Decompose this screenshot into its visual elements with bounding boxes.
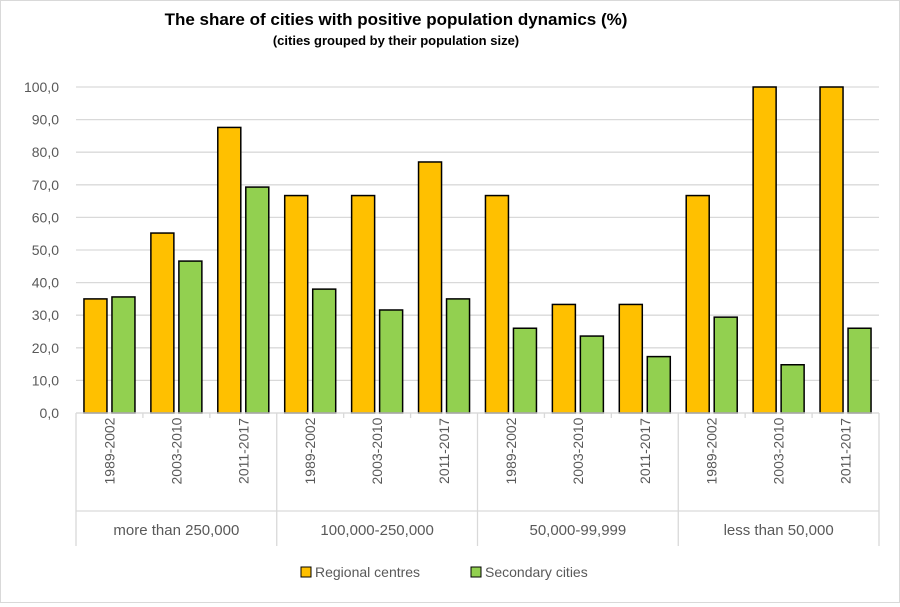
bar-secondary-cities-5: [445, 298, 471, 414]
x-tick-label: 1989-2002: [704, 417, 720, 484]
y-tick-label: 20,0: [32, 340, 59, 356]
legend-swatch: [470, 566, 482, 578]
group-label: more than 250,000: [113, 522, 239, 539]
x-tick-label: 1989-2002: [101, 417, 117, 484]
chart-title: The share of cities with positive popula…: [165, 10, 628, 29]
y-tick-label: 10,0: [32, 372, 59, 388]
bar-regional-centres-2: [217, 126, 242, 414]
bar-secondary-cities-0: [111, 296, 136, 414]
bar-regional-centres-11: [819, 86, 844, 414]
bar-secondary-cities-7: [579, 335, 605, 414]
bar-regional-centres-7: [551, 303, 577, 414]
y-tick-label: 80,0: [32, 144, 59, 160]
bar-regional-centres-9: [685, 194, 710, 414]
bar-regional-centres-0: [83, 298, 108, 414]
group-label: less than 50,000: [724, 522, 834, 539]
x-tick-label: 2011-2017: [838, 418, 854, 484]
x-tick-label: 2003-2010: [771, 417, 787, 484]
y-tick-label: 70,0: [32, 177, 59, 193]
legend-label: Regional centres: [315, 564, 420, 580]
x-tick-label: 2003-2010: [168, 417, 184, 484]
y-tick-label: 30,0: [32, 307, 59, 323]
bar-secondary-cities-10: [780, 364, 805, 414]
bar-regional-centres-3: [283, 194, 309, 414]
bar-secondary-cities-4: [378, 309, 404, 414]
legend-swatch: [300, 566, 312, 578]
bar-secondary-cities-11: [847, 327, 872, 414]
bar-secondary-cities-2: [245, 186, 270, 414]
bar-regional-centres-1: [150, 232, 175, 414]
bar-regional-centres-10: [752, 86, 777, 414]
y-tick-label: 0,0: [40, 405, 60, 421]
y-tick-label: 60,0: [32, 209, 59, 225]
x-tick-label: 2003-2010: [369, 417, 385, 484]
y-tick-label: 90,0: [32, 112, 59, 128]
chart-subtitle: (cities grouped by their population size…: [273, 33, 519, 48]
bar-regional-centres-6: [484, 194, 510, 414]
bar-secondary-cities-1: [178, 260, 203, 414]
x-tick-label: 2003-2010: [570, 417, 586, 484]
bar-regional-centres-4: [350, 194, 376, 414]
bar-secondary-cities-8: [646, 355, 672, 414]
x-tick-label: 1989-2002: [302, 417, 318, 484]
y-tick-label: 100,0: [24, 79, 59, 95]
x-tick-label: 2011-2017: [235, 418, 251, 484]
bar-secondary-cities-9: [713, 316, 738, 414]
x-tick-label: 2011-2017: [436, 418, 452, 484]
x-tick-label: 2011-2017: [637, 418, 653, 484]
bar-regional-centres-5: [417, 161, 443, 414]
legend-label: Secondary cities: [485, 564, 588, 580]
bar-regional-centres-8: [618, 303, 644, 414]
x-tick-label: 1989-2002: [503, 417, 519, 484]
y-tick-label: 40,0: [32, 275, 59, 291]
group-label: 100,000-250,000: [320, 522, 433, 539]
group-label: 50,000-99,999: [529, 522, 626, 539]
y-tick-label: 50,0: [32, 242, 59, 258]
bar-secondary-cities-3: [311, 288, 337, 414]
bar-secondary-cities-6: [512, 327, 538, 414]
